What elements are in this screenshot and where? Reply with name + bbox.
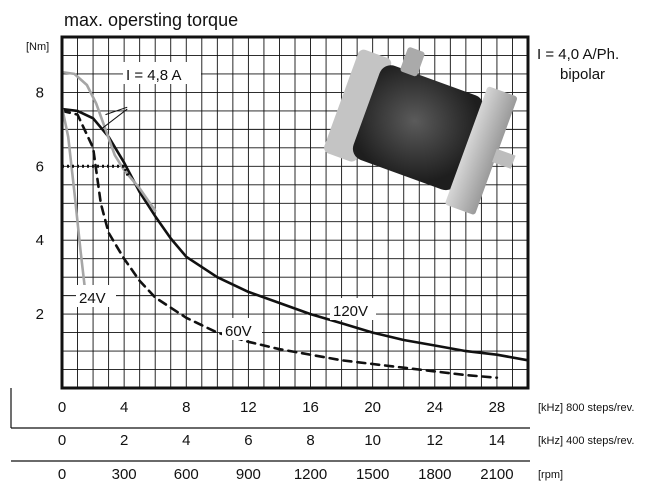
series-label-120v: 120V <box>333 303 368 320</box>
x-axis-unit: [rpm] <box>538 469 563 481</box>
plot-frame <box>60 35 530 390</box>
motor-flange <box>445 86 517 215</box>
current-label: I = 4,8 A <box>126 67 181 84</box>
x-tick-label: 24 <box>426 399 443 416</box>
current-label-leader <box>100 108 128 130</box>
curves <box>60 70 530 380</box>
y-tick-label: 2 <box>36 306 44 323</box>
series-label-120v-bg <box>330 298 376 320</box>
x-tick-label: 8 <box>182 399 190 416</box>
x-tick-label: 16 <box>302 399 319 416</box>
chart-title: max. opersting torque <box>64 10 238 30</box>
x-tick-label: 300 <box>112 466 137 483</box>
x-tick-label: 0 <box>58 466 66 483</box>
x-tick-label: 20 <box>364 399 381 416</box>
current-label-bg <box>123 62 201 84</box>
x-tick-label: 0 <box>58 399 66 416</box>
current-label-leader-2 <box>105 106 128 116</box>
x-tick-label: 900 <box>236 466 261 483</box>
motor-body <box>352 65 484 191</box>
motor-rear-cap <box>324 49 392 162</box>
x-tick-label: 600 <box>174 466 199 483</box>
motor-connector <box>400 47 425 77</box>
x-tick-label: 2 <box>120 432 128 449</box>
x-tick-label: 1500 <box>356 466 389 483</box>
motor-photo <box>324 47 517 215</box>
series-label-24v-bg <box>76 285 116 307</box>
y-tick-label: 6 <box>36 158 44 175</box>
x-tick-label: 12 <box>426 432 443 449</box>
x-tick-label: 4 <box>182 432 190 449</box>
x-tick-label: 28 <box>489 399 506 416</box>
x-tick-label: 4 <box>120 399 128 416</box>
x-axis-unit: [kHz] 400 steps/rev. <box>538 435 634 447</box>
series-line-limit <box>62 164 131 178</box>
spec-mode: bipolar <box>560 66 605 83</box>
series-line-60v <box>60 109 499 380</box>
x-tick-label: 6 <box>244 432 252 449</box>
series-label-24v: 24V <box>79 290 106 307</box>
series-line-120v <box>60 107 530 362</box>
y-tick-label: 4 <box>36 232 44 249</box>
y-tick-label: 8 <box>36 84 44 101</box>
motor-shaft <box>492 148 516 169</box>
spec-current: I = 4,0 A/Ph. <box>537 46 619 63</box>
x-tick-label: 8 <box>306 432 314 449</box>
x-tick-label: 1200 <box>294 466 327 483</box>
x-tick-label: 10 <box>364 432 381 449</box>
x-tick-label: 14 <box>489 432 506 449</box>
chart-labels: max. opersting torque [Nm] 2 4 6 8 I = 4,8 A 60… <box>26 10 619 340</box>
series-line-i-4-8-a <box>60 70 157 212</box>
x-tick-label: 1800 <box>418 466 451 483</box>
x-axis-unit: [kHz] 800 steps/rev. <box>538 402 634 414</box>
x-tick-label: 2100 <box>480 466 513 483</box>
x-tick-label: 12 <box>240 399 257 416</box>
y-axis-unit: [Nm] <box>26 41 49 53</box>
series-label-60v-bg <box>222 318 262 340</box>
x-tick-label: 0 <box>58 432 66 449</box>
series-line-24v <box>60 105 87 294</box>
series-label-60v: 60V <box>225 323 252 340</box>
x-axes: 0 4 8 12 16 20 24 28 [kHz] 800 steps/rev.0 2 4 6 8 10… <box>10 388 634 483</box>
